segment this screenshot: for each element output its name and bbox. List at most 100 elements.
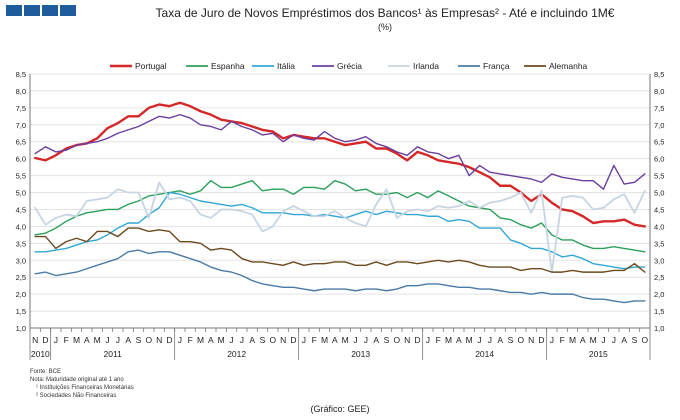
y-tick-label-right: 4,5: [654, 205, 664, 214]
month-label: F: [188, 335, 193, 345]
y-tick-label-right: 7,5: [654, 104, 664, 113]
series-line-itália: [34, 191, 646, 270]
chart-title: Taxa de Juro de Novos Empréstimos dos Ba…: [155, 6, 615, 20]
year-label: 2014: [475, 349, 494, 359]
y-tick-label-right: 6,5: [654, 138, 664, 147]
month-label: N: [528, 335, 534, 345]
legend-label: Irlanda: [413, 61, 439, 71]
month-label: M: [94, 335, 101, 345]
year-label: 2013: [351, 349, 370, 359]
y-tick-label-left: 2,5: [16, 273, 26, 282]
month-label: A: [249, 335, 255, 345]
month-label: J: [229, 335, 233, 345]
series-line-espanha: [34, 179, 646, 253]
series-line-portugal: [33, 101, 647, 228]
month-label: J: [54, 335, 58, 345]
month-label: A: [208, 335, 214, 345]
month-label: J: [178, 335, 182, 345]
month-label: J: [105, 335, 109, 345]
note-footnote-1: ¹ Instituições Financeiras Monetárias: [36, 385, 134, 391]
month-label: A: [84, 335, 90, 345]
y-tick-label-left: 1,0: [16, 324, 26, 333]
month-label: D: [538, 335, 544, 345]
month-label: F: [560, 335, 565, 345]
month-label: D: [166, 335, 172, 345]
year-label: 2012: [227, 349, 246, 359]
month-label: A: [332, 335, 338, 345]
month-label: F: [312, 335, 317, 345]
month-label: N: [156, 335, 162, 345]
month-label: S: [508, 335, 514, 345]
y-tick-label-left: 5,5: [16, 172, 26, 181]
month-label: S: [384, 335, 390, 345]
y-tick-label-right: 6,0: [654, 155, 664, 164]
note-footnote-2: ² Sociedades Não Financeiras: [36, 393, 117, 399]
legend-label: Portugal: [135, 61, 167, 71]
y-tick-label-left: 7,0: [16, 121, 26, 130]
month-label: M: [321, 335, 328, 345]
month-label: O: [518, 335, 525, 345]
y-tick-label-right: 3,0: [654, 256, 664, 265]
month-label: N: [280, 335, 286, 345]
month-label: J: [550, 335, 554, 345]
y-tick-label-left: 6,5: [16, 138, 26, 147]
legend-label: França: [483, 61, 510, 71]
y-tick-label-left: 8,0: [16, 87, 26, 96]
y-tick-label-right: 1,5: [654, 307, 664, 316]
month-label: S: [260, 335, 266, 345]
y-tick-label-left: 5,0: [16, 189, 26, 198]
month-label: J: [477, 335, 481, 345]
y-tick-label-left: 1,5: [16, 307, 26, 316]
month-label: A: [621, 335, 627, 345]
month-label: J: [601, 335, 605, 345]
y-tick-label-left: 8,5: [16, 70, 26, 79]
y-tick-label-right: 3,5: [654, 239, 664, 248]
month-label: O: [146, 335, 153, 345]
chart-subtitle: (%): [378, 22, 392, 32]
month-label: S: [136, 335, 142, 345]
y-tick-label-left: 3,5: [16, 239, 26, 248]
month-label: M: [342, 335, 349, 345]
y-tick-label-left: 4,0: [16, 222, 26, 231]
month-label: M: [590, 335, 597, 345]
y-tick-label-right: 5,5: [654, 172, 664, 181]
y-tick-label-left: 3,0: [16, 256, 26, 265]
month-label: A: [373, 335, 379, 345]
legend-label: Alemanha: [549, 61, 588, 71]
legend-label: Espanha: [211, 61, 245, 71]
month-label: S: [632, 335, 638, 345]
month-label: O: [270, 335, 277, 345]
month-label: J: [426, 335, 430, 345]
month-label: J: [116, 335, 120, 345]
month-label: J: [612, 335, 616, 345]
month-label: M: [218, 335, 225, 345]
y-tick-label-right: 8,5: [654, 70, 664, 79]
series-line-frança: [34, 249, 646, 304]
month-label: F: [64, 335, 69, 345]
month-label: M: [569, 335, 576, 345]
legend-label: Grécia: [337, 61, 362, 71]
note-maturity: Nota: Maturidade original até 1 ano: [30, 377, 124, 383]
month-label: J: [364, 335, 368, 345]
series-line-alemanha: [34, 227, 646, 273]
y-tick-label-right: 2,0: [654, 290, 664, 299]
y-tick-label-right: 1,0: [654, 324, 664, 333]
y-tick-label-right: 8,0: [654, 87, 664, 96]
y-tick-label-right: 5,0: [654, 189, 664, 198]
y-tick-label-right: 2,5: [654, 273, 664, 282]
year-label: 2011: [104, 349, 123, 359]
y-tick-label-right: 7,0: [654, 121, 664, 130]
month-label: O: [642, 335, 649, 345]
month-label: J: [240, 335, 244, 345]
y-tick-label-left: 4,5: [16, 205, 26, 214]
y-tick-label-right: 4,0: [654, 222, 664, 231]
month-label: J: [353, 335, 357, 345]
month-label: N: [32, 335, 38, 345]
series-line-grécia: [34, 113, 646, 190]
month-label: A: [456, 335, 462, 345]
month-label: A: [125, 335, 131, 345]
month-label: F: [436, 335, 441, 345]
month-label: J: [488, 335, 492, 345]
series-line-irlanda: [34, 181, 646, 274]
